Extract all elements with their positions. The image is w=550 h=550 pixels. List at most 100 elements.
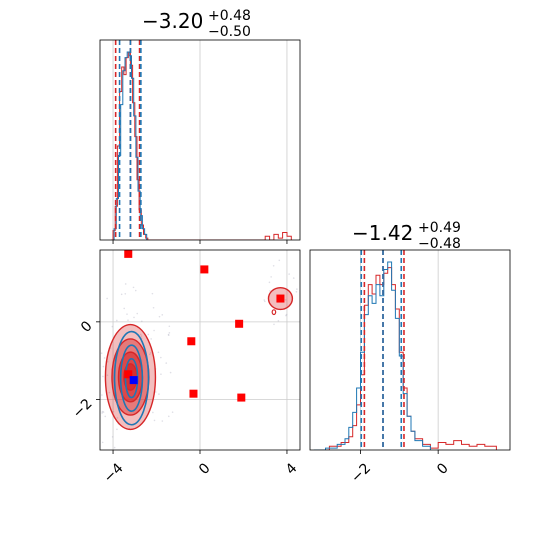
sample-point (147, 333, 150, 336)
sample-point (101, 441, 104, 444)
sample-point (296, 288, 298, 290)
sample-point (152, 306, 155, 309)
sample-point (264, 300, 266, 303)
sample-point (116, 417, 119, 419)
sample-point (100, 352, 103, 354)
sample-point (157, 351, 160, 354)
sample-point (284, 299, 287, 301)
sample-point (295, 290, 298, 293)
x-ticks-param-0-hist (112, 240, 288, 244)
sample-point (94, 372, 96, 374)
sample-point (98, 388, 100, 390)
sample-point (132, 286, 135, 289)
sample-point (90, 343, 92, 345)
sample-point (123, 307, 126, 310)
sample-point (88, 352, 90, 354)
sample-point (136, 312, 139, 315)
sample-point (89, 396, 91, 398)
title-param-0-value: −3.20 (142, 9, 203, 33)
sample-point (124, 292, 127, 295)
sample-point (167, 334, 170, 336)
sample-point (102, 375, 104, 378)
sample-point (263, 299, 266, 301)
sample-point (101, 412, 103, 414)
sample-point (165, 362, 168, 364)
y-axis-param-1: 0 −2 (70, 318, 100, 422)
sample-point (101, 394, 103, 396)
x-tick-label: 0 (196, 460, 214, 478)
sample-point (103, 357, 106, 359)
sample-point (101, 410, 104, 413)
sample-point (168, 325, 171, 328)
sample-point (272, 265, 275, 267)
sample-point (139, 333, 142, 336)
histogram-param-1-panel: −2 0 (309, 249, 511, 486)
red-marker (187, 337, 196, 346)
sample-point (268, 281, 271, 284)
sample-point (107, 452, 109, 454)
sample-point (127, 319, 129, 321)
sample-point (278, 259, 281, 262)
red-marker (124, 370, 133, 379)
x-axis-param-0: −4 0 4 (101, 450, 301, 486)
sample-point (149, 352, 152, 354)
sample-point (104, 415, 107, 418)
sample-point (158, 393, 160, 395)
sample-point (102, 365, 105, 368)
sample-point (102, 411, 105, 413)
sample-point (98, 351, 100, 353)
point-markers (124, 250, 285, 402)
sample-point (153, 329, 155, 332)
sample-point (140, 335, 143, 337)
sample-point (124, 283, 127, 285)
red-contour-small (271, 309, 277, 316)
x-tick-label: −4 (101, 460, 127, 486)
histogram-param-0-blue-series (113, 51, 148, 240)
sample-point (292, 277, 295, 279)
blue-marker (129, 376, 138, 385)
sample-point (168, 332, 171, 334)
sample-point (167, 415, 170, 418)
title-param-1: −1.42 +0.49 −0.48 (352, 220, 461, 252)
sample-point (158, 315, 161, 318)
sample-point (167, 333, 170, 336)
sample-point (116, 319, 118, 322)
axes-frame-param-1 (309, 249, 511, 451)
sample-point (150, 338, 152, 340)
sample-point (91, 375, 93, 377)
blue-contour (113, 330, 150, 426)
sample-point (113, 446, 116, 449)
sample-point (112, 410, 115, 413)
sample-point (106, 360, 109, 363)
sample-point (133, 316, 135, 319)
sample-point (169, 371, 172, 374)
sample-point (269, 290, 271, 292)
sample-point (129, 454, 131, 456)
histogram-param-0-red-series (110, 51, 292, 240)
sample-point (151, 292, 154, 295)
sample-point (152, 411, 154, 414)
sample-point (134, 289, 137, 292)
sample-point (119, 454, 121, 456)
sample-point (154, 391, 157, 393)
sample-point (98, 367, 100, 369)
sample-point (108, 391, 111, 394)
y-tick-label: 0 (78, 318, 96, 336)
title-param-0-lower-error: −0.50 (208, 24, 251, 40)
sample-point (114, 452, 116, 454)
sample-point (160, 356, 162, 359)
sample-point (171, 411, 174, 413)
sample-point (270, 276, 272, 278)
sample-point (285, 314, 287, 317)
title-param-1-value: −1.42 (352, 221, 413, 245)
sample-point (273, 323, 275, 326)
blue-contour (119, 344, 144, 412)
red-marker (276, 294, 285, 303)
sample-point (116, 428, 118, 431)
sample-point (140, 465, 142, 467)
x-tick-label: 4 (283, 460, 301, 478)
sample-point (106, 297, 108, 300)
title-param-1-upper-error: +0.49 (418, 220, 461, 236)
red-marker (200, 265, 209, 274)
title-param-0-upper-error: +0.48 (208, 8, 251, 24)
